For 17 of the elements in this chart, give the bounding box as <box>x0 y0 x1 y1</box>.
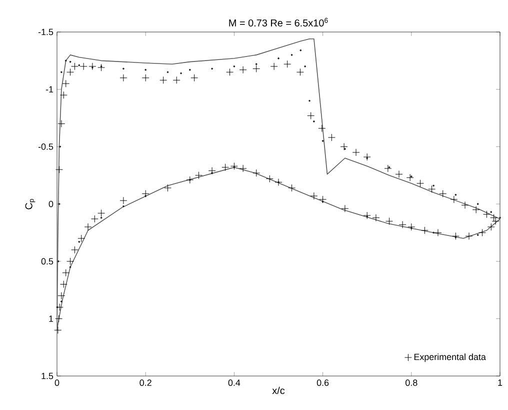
x-tick-label: 0.8 <box>406 380 418 386</box>
x-tick-label: 0 <box>54 380 60 386</box>
x-tick-label: 1 <box>498 380 502 386</box>
y-tick-label: -1 <box>46 86 54 92</box>
y-tick-label: -1.5 <box>38 28 54 36</box>
x-tick-label: 0.2 <box>140 380 152 386</box>
y-tick-label: 0.5 <box>41 258 54 265</box>
x-tick-label: 0.6 <box>316 380 329 386</box>
y-axis-title: C$_{p}$ <box>25 199 36 210</box>
x-tick-label: 0.4 <box>228 380 240 386</box>
y-tick-label: 1 <box>49 316 54 322</box>
y-tick-label: 1.5 <box>42 372 54 380</box>
x-axis-title: x/c <box>272 386 285 394</box>
y-tick-label: -0.5 <box>38 143 54 150</box>
chart-title: M = 0.73 Re = 6.5x10$^{6}$ <box>229 18 328 26</box>
y-tick-label: 0 <box>48 200 54 208</box>
legend-label: Experimental data <box>414 354 486 362</box>
